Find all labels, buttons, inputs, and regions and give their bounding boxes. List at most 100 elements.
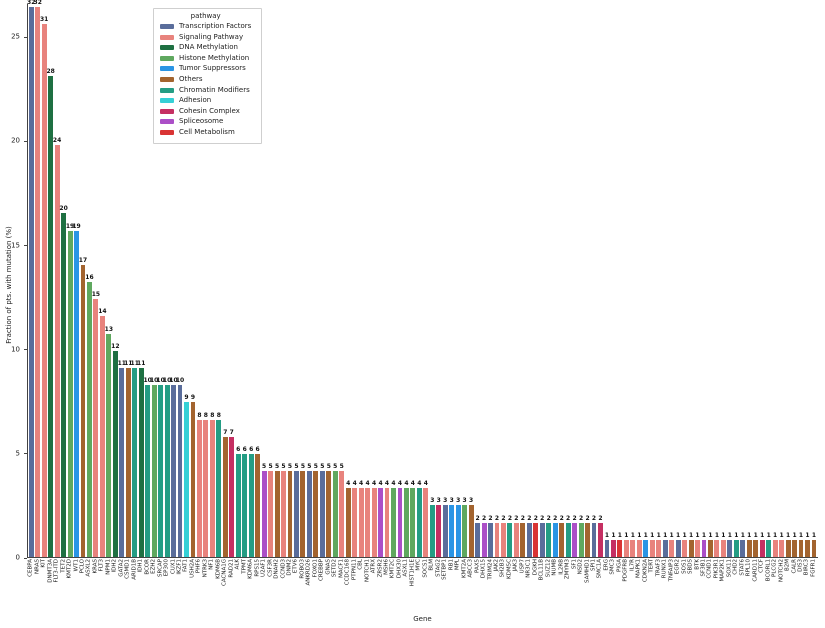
bar-slot-ALK: 6 ALK (234, 4, 241, 569)
bar-value-label: 19 (65, 222, 75, 230)
bar-CREBBP: 5 (319, 464, 325, 557)
bar-slot-ASXL1: 4 ASXL1 (403, 4, 409, 577)
bar-NUMB: 2 (552, 515, 558, 557)
bar-FAT1: 9 (184, 395, 189, 557)
bar-CSF3R: 5 (268, 464, 274, 557)
bar-value-label: 1 (708, 531, 713, 539)
bar-value-label: 2 (527, 514, 532, 522)
bar-ATRX: 4 (371, 481, 377, 557)
bar-value-label: 7 (229, 428, 234, 436)
bar-KIT: 31 (40, 17, 48, 557)
bar-PDGFRB: 1 (623, 532, 629, 557)
bar-slot-STAG2: 3 STAG2 (435, 4, 442, 577)
bar-slot-CACNA1G: 7 CACNA1G (222, 4, 228, 586)
bar-value-label: 17 (78, 256, 88, 264)
bar-slot-KMT2A: 3 KMT2A (461, 4, 468, 578)
bar-slot-KDM6B: 8 KDM6B (215, 4, 222, 579)
bar-slot-ATRX: 4 ATRX (370, 4, 377, 573)
bar-slot-BCOR: 10 BCOR (143, 4, 151, 575)
bar-value-label: 5 (320, 463, 325, 471)
bar-slot-SOS1: 1 SOS1 (681, 4, 688, 574)
bar-value-label: 2 (481, 514, 487, 522)
gene-tick-label-NSD2: NSD2 (577, 559, 584, 575)
legend-swatch-splice (160, 119, 174, 125)
bar-BIRC3: 1 (805, 532, 810, 557)
bar-slot-CEBPA: 32 CEBPA (27, 0, 35, 577)
bar-value-label: 4 (384, 480, 390, 488)
gene-tick-label-KMT2D: KMT2D (66, 559, 73, 579)
bar-slot-SOCS1: 4 SOCS1 (422, 4, 429, 578)
bar-value-label: 32 (33, 0, 42, 7)
gene-tick-label-FLT3-ITD: FLT3-ITD (53, 559, 60, 583)
bar-slot-CTCF: 1 CTCF (758, 4, 765, 573)
legend-item-splice: Spliceosome (160, 117, 251, 126)
bar-RAD21: 7 (229, 429, 235, 557)
bar-value-label: 11 (130, 360, 139, 368)
bar-USH2A: 9 (190, 395, 196, 557)
bar-slot-SMC3: 1 SMC3 (610, 4, 616, 575)
bar-PIGA: 1 (617, 532, 623, 557)
legend-label-ts: Tumor Suppressors (179, 64, 246, 73)
bar-value-label: 8 (203, 411, 208, 419)
bar-slot-EP300: 10 EP300 (163, 4, 171, 577)
bar-BCL11B: 2 (539, 515, 545, 557)
bar-value-label: 2 (578, 514, 584, 522)
gene-tick-label-CBL: CBL (357, 559, 364, 570)
y-tick-mark (24, 349, 27, 351)
legend-swatch-cohesin (160, 108, 174, 114)
bar-slot-CCND3: 5 CCND3 (280, 4, 286, 579)
bar-slot-FOXO1: 5 FOXO1 (312, 4, 319, 577)
bar-slot-MACF1: 5 MACF1 (338, 4, 345, 578)
y-tick-mark (24, 557, 27, 559)
bar-slot-B2M: 1 B2M (784, 4, 791, 571)
y-tick-label-10: 10 (11, 345, 20, 354)
bar-CSMD1: 11 (124, 361, 132, 557)
bar-SOCS1: 4 (423, 481, 429, 557)
gene-tick-label-RPL10: RPL10 (745, 559, 752, 577)
bar-value-label: 1 (714, 531, 720, 539)
bar-ETV6: 5 (294, 464, 299, 557)
bar-NSD2: 2 (578, 515, 584, 557)
gene-tick-label-CREBBP: CREBBP (318, 559, 325, 581)
bar-IKZF1: 10 (176, 378, 184, 557)
bar-SBDS: 1 (688, 532, 694, 557)
legend-label-others: Others (179, 74, 203, 83)
legend-label-tf: Transcription Factors (179, 22, 252, 30)
bar-value-label: 11 (117, 360, 126, 368)
bar-value-label: 4 (352, 480, 357, 488)
bar-DHX30: 4 (397, 481, 403, 557)
bar-EZH2: 10 (150, 378, 158, 557)
legend-label-histmeth: Histone Methylation (179, 53, 250, 62)
bar-value-label: 5 (326, 463, 331, 471)
bar-value-label: 8 (210, 411, 215, 419)
bar-RB1: 3 (449, 498, 455, 557)
gene-tick-label-B2M: B2M (784, 559, 791, 572)
bar-KDM6A: 6 (248, 446, 254, 557)
bar-CALR: 1 (792, 532, 797, 557)
bar-value-label: 1 (656, 531, 661, 539)
bar-value-label: 7 (223, 428, 228, 436)
bar-RPL10: 1 (746, 532, 752, 557)
bar-slot-ROBO3: 5 ROBO3 (299, 4, 306, 579)
bar-value-label: 3 (443, 497, 448, 505)
bar-HIST1H1E: 4 (410, 481, 416, 557)
bar-TPMT: 6 (242, 446, 248, 557)
legend-item-chromatin: Chromatin Modifiers (160, 86, 251, 95)
bar-slot-USH2A: 9 USH2A (189, 4, 196, 578)
bar-value-label: 6 (242, 445, 247, 453)
bar-slot-CALR: 1 CALR (791, 4, 797, 574)
gene-tick-label-MAPK1: MAPK1 (635, 559, 642, 578)
bar-value-label: 11 (137, 360, 146, 368)
bar-slot-CREBBP: 5 CREBBP (319, 4, 325, 581)
bar-slot-FLT3-ITD: 24 FLT3-ITD (53, 4, 61, 582)
bar-value-label: 2 (585, 514, 590, 522)
bar-slot-BCL11B: 2 BCL11B (539, 4, 545, 580)
bar-DNMT3A: 28 (46, 68, 55, 557)
bar-slot-IDH1: 11 IDH1 (137, 4, 146, 573)
bar-value-label: 1 (676, 531, 681, 539)
bar-slot-NOTCH1: 4 NOTCH1 (364, 4, 371, 582)
bar-slot-CCDC168: 4 CCDC168 (344, 4, 351, 585)
bar-value-label: 1 (792, 531, 797, 539)
bar-value-label: 1 (785, 531, 791, 539)
bar-slot-KMT2D: 19 KMT2D (65, 4, 75, 578)
